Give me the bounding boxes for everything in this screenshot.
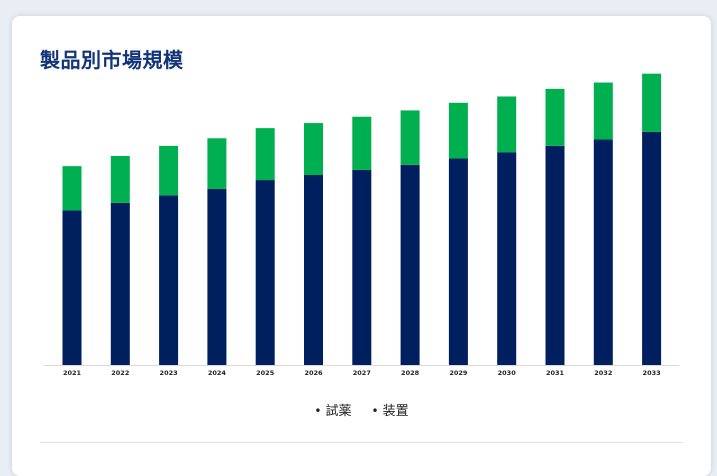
legend-label: 装置: [382, 404, 409, 419]
legend-label: 試薬: [325, 404, 352, 419]
chart-card: 製品別市場規模 2021 2022 2023 2024 2025 2026 2027 2028…: [12, 16, 711, 476]
bar-series2-2024: [207, 138, 227, 189]
bar-series1-2027: [352, 169, 372, 365]
bar-series1-2030: [497, 152, 517, 365]
bar-series2-2026: [304, 123, 323, 175]
bar-series2-2033: [642, 73, 662, 132]
bar-series2-2030: [497, 96, 517, 153]
bar-series2-2029: [448, 102, 468, 159]
bar-series2-2027: [352, 116, 372, 170]
x-tick-label: 2032: [594, 369, 612, 377]
x-tick-label: 2033: [643, 369, 661, 377]
legend-bullet-icon: •: [371, 404, 379, 418]
bar-series2-2028: [400, 110, 420, 165]
bar-series1-2024: [207, 188, 227, 365]
bar-series2-2023: [159, 145, 179, 196]
bar-series2-2031: [545, 88, 565, 146]
chart-legend: • 試薬 • 装置: [12, 400, 711, 419]
x-tick-label: 2029: [449, 369, 468, 377]
bar-series1-2033: [642, 131, 662, 365]
card-divider: [40, 442, 683, 443]
bar-series2-2022: [110, 156, 130, 203]
bar-chart: 2021 2022 2023 2024 2025 2026 2027 2028 2029 2030…: [44, 73, 679, 377]
bar-series1-2025: [255, 180, 275, 365]
x-tick-label: 2022: [111, 369, 129, 377]
bar-series1-2026: [304, 175, 323, 365]
bar-series1-2023: [159, 195, 179, 365]
bar-series1-2031: [545, 145, 565, 365]
bar-series1-2022: [110, 202, 130, 365]
legend-item: • 装置: [372, 400, 409, 419]
legend-item: • 試薬: [314, 400, 351, 419]
x-tick-label: 2031: [546, 369, 565, 377]
x-tick-label: 2025: [256, 369, 275, 377]
x-tick-label: 2026: [304, 369, 323, 377]
x-tick-label: 2023: [160, 369, 178, 377]
legend-bullet-icon: •: [314, 404, 322, 418]
bar-series2-2032: [593, 82, 613, 140]
bar-series2-2025: [255, 128, 275, 181]
x-tick-label: 2030: [498, 369, 517, 377]
bar-series2-2021: [62, 166, 82, 211]
bar-series1-2021: [62, 210, 82, 365]
bar-series1-2029: [448, 158, 468, 365]
x-tick-label: 2027: [353, 369, 371, 377]
x-tick-label: 2024: [208, 369, 227, 377]
x-tick-label: 2028: [401, 369, 420, 377]
bar-series1-2028: [400, 164, 420, 365]
bar-series1-2032: [593, 139, 613, 365]
x-tick-label: 2021: [63, 369, 82, 377]
page-title: 製品別市場規模: [40, 48, 184, 72]
